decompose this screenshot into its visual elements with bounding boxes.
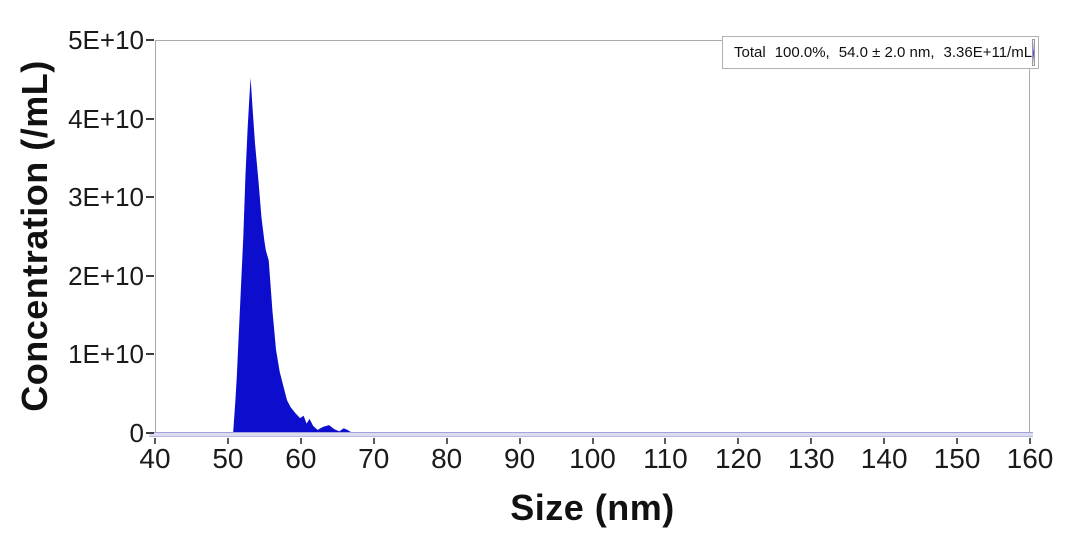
x-tick — [956, 438, 959, 444]
y-tick — [146, 117, 154, 120]
x-tick — [810, 438, 813, 444]
plot-area[interactable] — [155, 40, 1030, 433]
x-tick-label: 100 — [569, 443, 616, 474]
total-distribution-area — [156, 77, 1029, 433]
y-tick — [146, 196, 154, 199]
legend[interactable]: Total 100.0%, 54.0 ± 2.0 nm, 3.36E+11/mL — [722, 36, 1039, 69]
x-tick-label: 150 — [933, 443, 981, 474]
x-tick — [737, 438, 740, 444]
x-tick — [445, 438, 448, 444]
x-tick-label: 120 — [714, 443, 762, 474]
legend-series-name: Total — [734, 44, 766, 61]
x-tick — [883, 438, 886, 444]
y-tick-label: 4E+10 — [68, 103, 144, 134]
x-tick-label: 70 — [358, 443, 390, 474]
y-tick-label: 2E+10 — [68, 260, 144, 291]
legend-concentration: 3.36E+11/mL — [943, 44, 1033, 61]
x-tick — [299, 438, 302, 444]
x-tick — [591, 438, 594, 444]
x-tick-label: 40 — [139, 443, 171, 474]
y-tick-label: 5E+10 — [68, 25, 144, 55]
y-tick-label: 0 — [129, 418, 144, 448]
y-tick-label: 3E+10 — [68, 182, 144, 213]
x-tick-label: 140 — [860, 443, 908, 474]
x-tick — [226, 438, 229, 444]
x-tick-label: 80 — [431, 443, 463, 474]
y-tick — [146, 274, 154, 277]
x-tick — [372, 438, 375, 444]
legend-mean-size: 54.0 ± 2.0 nm, — [838, 44, 935, 61]
x-tick — [518, 438, 521, 444]
legend-percent: 100.0%, — [774, 44, 830, 61]
x-tick-label: 160 — [1006, 443, 1054, 474]
x-tick — [664, 438, 667, 444]
y-tick — [146, 39, 154, 41]
x-tick-label: 110 — [643, 443, 688, 474]
y-tick-label: 1E+10 — [68, 339, 144, 370]
series-layer — [156, 77, 1029, 433]
x-tick-label: 50 — [212, 443, 244, 474]
x-tick — [1029, 438, 1031, 444]
x-tick — [154, 438, 156, 444]
wave-peak-icon — [1032, 39, 1035, 66]
y-tick — [146, 353, 154, 356]
x-axis-line — [149, 432, 1033, 437]
y-tick — [146, 432, 154, 434]
x-tick-label: 130 — [787, 443, 835, 474]
y-axis-title: Concentration (/mL) — [14, 60, 55, 412]
x-tick-label: 60 — [285, 443, 317, 474]
x-axis-title: Size (nm) — [510, 487, 675, 528]
x-tick-label: 90 — [504, 443, 536, 474]
